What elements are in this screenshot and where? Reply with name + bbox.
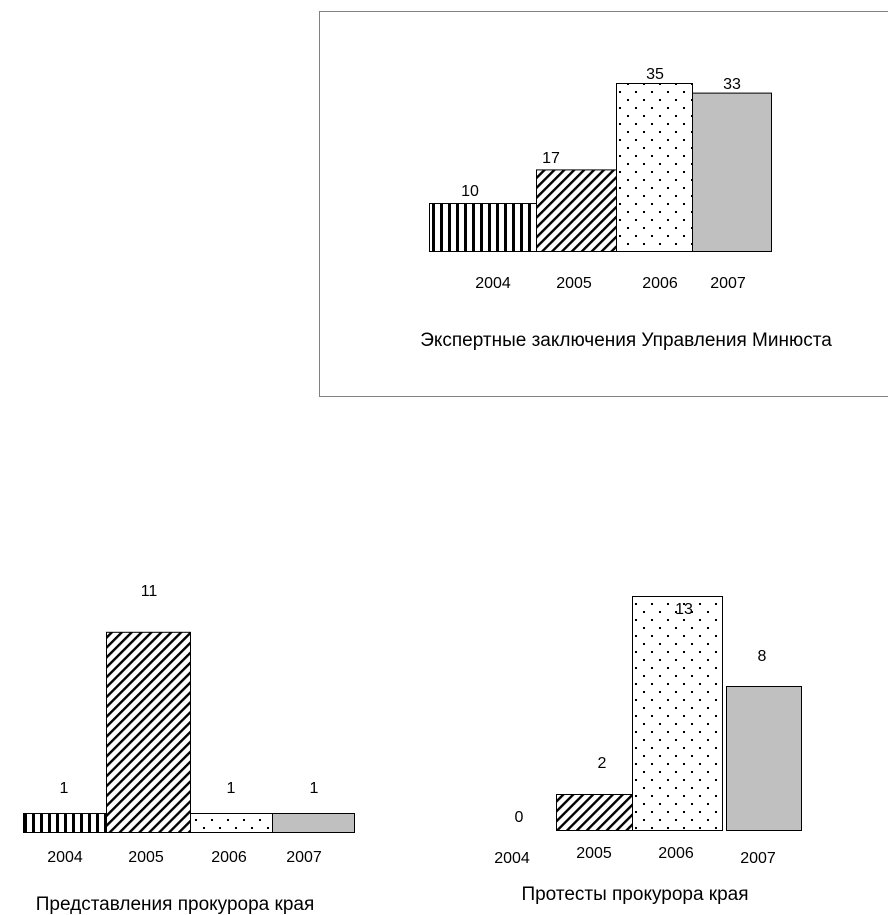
bar-value-label: 8 <box>758 648 767 665</box>
category-tick-label: 2004 <box>494 850 530 867</box>
chart-caption: Протесты прокурора края <box>521 884 748 905</box>
bar-value-label: 17 <box>542 150 560 167</box>
bar-2005 <box>106 631 191 833</box>
category-tick-label: 2004 <box>475 275 511 292</box>
category-tick-label: 2006 <box>211 849 247 866</box>
bar-2007 <box>726 686 802 831</box>
bar-2007 <box>692 92 772 252</box>
chart-panel-frame <box>319 11 888 397</box>
bar-2004 <box>23 813 107 833</box>
bar-value-label: 11 <box>141 583 158 600</box>
category-tick-label: 2007 <box>740 850 776 867</box>
chart-caption: Представления прокурора края <box>36 894 315 915</box>
bar-value-label: 1 <box>310 780 319 797</box>
category-tick-label: 2006 <box>658 845 694 862</box>
category-tick-label: 2007 <box>710 275 746 292</box>
bar-value-label: 33 <box>723 76 741 93</box>
bar-2004 <box>429 203 537 252</box>
bar-2005 <box>536 169 617 252</box>
bar-value-label: 2 <box>598 755 607 772</box>
bar-2006 <box>190 813 273 833</box>
bar-value-label: 10 <box>461 183 479 200</box>
chart-prosecutor-representations: 1 11 1 1 2004 2005 2006 2007 Представлен… <box>23 583 355 915</box>
category-tick-label: 2005 <box>556 275 592 292</box>
bar-2005 <box>556 794 633 831</box>
bar-2007 <box>272 813 355 833</box>
chart-expert-conclusions: 10 17 35 33 2004 2005 2006 2007 Экспертн… <box>319 11 888 397</box>
chart-prosecutor-protests: 0 2 13 8 2004 2005 2006 2007 Протесты пр… <box>494 596 802 905</box>
category-tick-label: 2007 <box>286 849 322 866</box>
bar-2006 <box>632 596 723 831</box>
category-tick-label: 2006 <box>642 275 678 292</box>
bar-2006 <box>616 83 693 252</box>
category-tick-label: 2005 <box>128 849 164 866</box>
bar-value-label: 13 <box>675 601 693 618</box>
bar-value-label: 0 <box>515 809 524 826</box>
chart-caption: Экспертные заключения Управления Минюста <box>420 330 832 351</box>
bar-value-label: 35 <box>646 66 664 83</box>
bar-value-label: 1 <box>60 780 69 797</box>
category-tick-label: 2004 <box>47 849 83 866</box>
category-tick-label: 2005 <box>576 845 612 862</box>
bar-value-label: 1 <box>227 780 236 797</box>
